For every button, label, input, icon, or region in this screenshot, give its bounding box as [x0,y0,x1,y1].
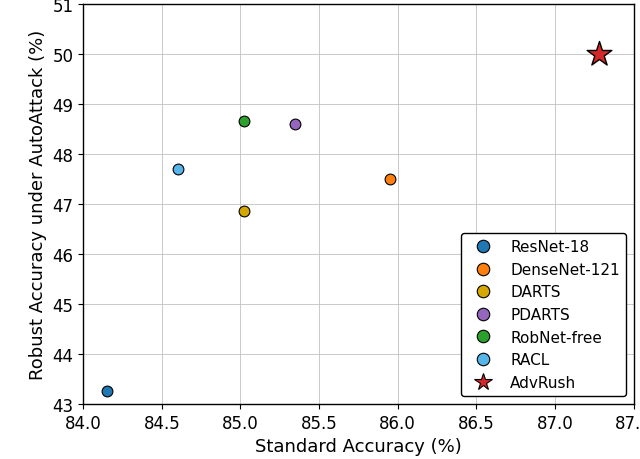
Legend: ResNet-18, DenseNet-121, DARTS, PDARTS, RobNet-free, RACL, AdvRush: ResNet-18, DenseNet-121, DARTS, PDARTS, … [461,234,626,396]
Point [594,51,604,58]
X-axis label: Standard Accuracy (%): Standard Accuracy (%) [255,437,462,455]
Y-axis label: Robust Accuracy under AutoAttack (%): Robust Accuracy under AutoAttack (%) [29,29,47,379]
Point [291,121,301,128]
Point [239,208,249,215]
Point [385,176,395,183]
Point [172,166,182,173]
Point [102,388,112,395]
Point [239,118,249,126]
